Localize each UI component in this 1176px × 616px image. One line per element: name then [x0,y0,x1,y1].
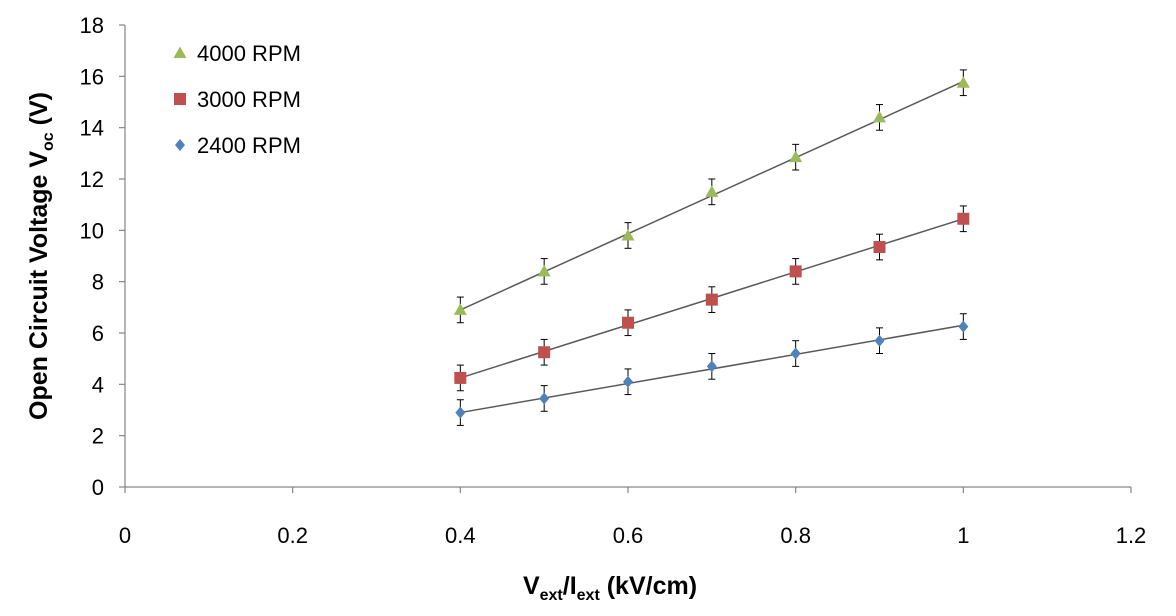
x-tick-label: 1.2 [1116,523,1147,548]
axes [119,24,1132,493]
y-tick-label: 8 [92,270,104,295]
data-point [705,293,718,306]
legend-label: 4000 RPM [197,41,301,66]
y-tick-label: 12 [80,167,104,192]
data-point [956,76,970,88]
x-tick-label: 0 [119,523,131,548]
data-point [705,185,719,197]
data-point [789,150,803,163]
data-point [455,406,466,419]
legend-marker [173,46,187,58]
legend-item: 4000 RPM [173,41,301,66]
data-point [873,241,886,254]
legend-marker [175,139,185,151]
y-tick-label: 4 [92,372,104,397]
data-point [789,265,802,278]
y-tick-label: 16 [80,64,104,89]
data-point [622,316,634,329]
data-point [706,360,717,373]
legend-item: 3000 RPM [174,87,301,112]
x-tick-label: 0.6 [613,523,644,548]
x-tick-label: 0.4 [445,523,476,548]
data-point [537,264,551,277]
y-tick-labels: 0 2 4 6 8 10 12 14 16 18 [80,13,104,500]
x-tick-label: 0.2 [277,523,308,548]
data-point [453,303,467,315]
legend: 4000 RPM 3000 RPM 2400 RPM [173,41,301,158]
data-point [538,346,551,359]
data-point [454,371,467,384]
data-point [621,228,635,241]
y-tick-label: 2 [92,424,104,449]
legend-marker [174,93,186,105]
y-tick-label: 6 [92,321,104,346]
legend-item: 2400 RPM [175,133,301,158]
y-tick-label: 18 [80,13,104,38]
x-tick-label: 0.8 [780,523,811,548]
legend-label: 2400 RPM [197,133,301,158]
x-tick-labels: 0 0.2 0.4 0.6 0.8 1 1.2 [119,523,1146,548]
y-tick-label: 10 [80,218,104,243]
y-tick-label: 14 [80,116,104,141]
data-point [874,334,885,347]
error-bars [456,69,967,426]
y-tick-label: 0 [92,475,104,500]
x-axis-title: Vext/Iext (kV/cm) [523,572,697,604]
x-tick-label: 1 [957,523,969,548]
legend-label: 3000 RPM [197,87,301,112]
data-point [958,320,969,333]
data-markers [453,76,970,419]
data-point [873,110,886,123]
data-point [623,375,633,388]
data-point [957,212,970,225]
data-point [790,347,801,360]
y-axis-title: Open Circuit Voltage Voc (V) [25,92,57,420]
data-point [539,392,550,405]
